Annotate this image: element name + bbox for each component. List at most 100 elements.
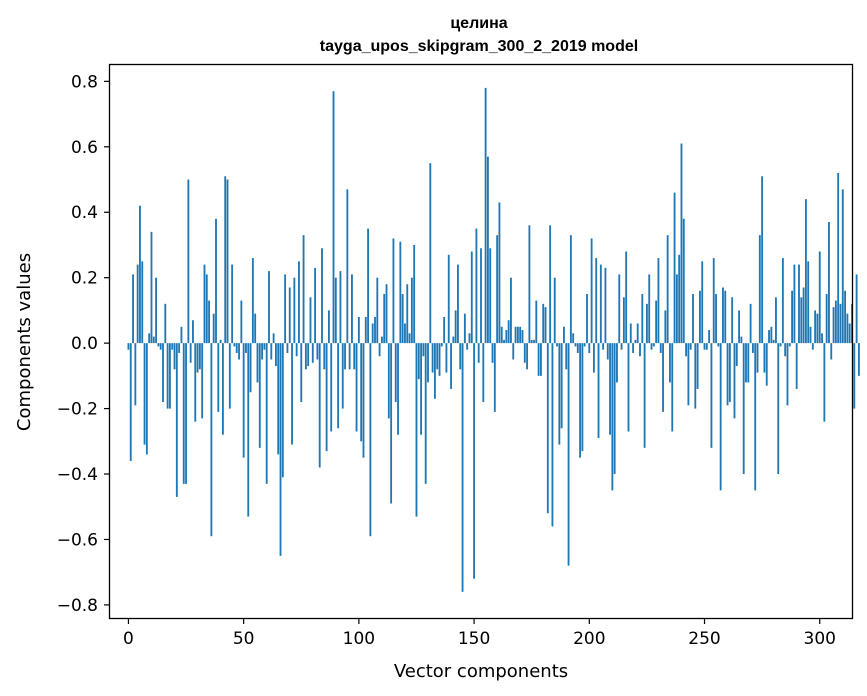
bar [804,199,807,344]
bar [636,323,639,344]
bar [180,326,183,344]
bar [747,343,750,383]
bar [473,343,476,579]
bar [662,343,664,412]
bar [740,336,743,344]
bar [816,313,819,344]
bar [781,258,784,344]
bar [208,300,211,344]
bar [219,339,222,344]
bar [436,343,439,370]
bar [210,343,213,537]
bar [330,343,333,432]
bar [682,218,685,344]
y-tick-label: −0.6 [57,530,98,550]
bar [855,274,858,344]
bar [383,294,386,344]
bar [731,297,734,344]
bar [595,258,598,344]
bar [378,343,381,357]
bar [537,343,540,376]
bar [431,343,434,373]
bar [374,316,376,344]
bar [687,343,690,406]
bar [286,343,289,353]
bar [800,297,803,344]
bar [664,310,667,344]
bar [581,343,584,452]
bar [650,343,653,350]
bar [516,326,519,344]
bar [602,343,605,350]
bar [348,343,351,370]
bar [392,238,395,344]
bar [332,91,335,344]
bar [454,310,457,344]
bar [445,343,448,373]
bar [726,343,729,406]
bar [314,267,317,344]
bar [268,271,270,344]
chart-title: целина [450,15,507,32]
bar [611,343,614,491]
bar [194,343,197,422]
bar [274,343,277,367]
y-tick-label: 0.6 [71,138,98,158]
bar [512,343,515,360]
bar [503,339,505,344]
bar [592,343,595,373]
bar [788,343,791,347]
bar [574,343,577,347]
bar [376,277,379,344]
bar [355,343,358,432]
bar [166,343,169,409]
x-axis-ticks: 0 50 100 150 200 250 300 [123,618,836,649]
bar [293,277,296,344]
x-tick-label: 250 [688,629,720,649]
bar [514,326,517,344]
chart-subtitle: tayga_upos_skipgram_300_2_2019 model [320,38,638,55]
bar [770,326,773,344]
bar [240,300,243,344]
bar [277,343,280,455]
bar [145,343,148,455]
bar [235,343,238,353]
bar [325,343,328,452]
bar [189,343,192,363]
bar [609,343,611,435]
bar [468,333,471,344]
bar [489,248,492,344]
bar [715,294,717,344]
bar [367,228,370,344]
bar [491,343,494,363]
bar [634,339,637,344]
bar [507,320,510,344]
bar [224,176,227,344]
bar [618,274,621,344]
bar [162,343,164,403]
bar [583,343,586,347]
y-axis-label: Components values [14,253,35,431]
bar [777,343,780,475]
bar [390,343,393,504]
bar [673,192,676,344]
bar [616,343,618,383]
bar [404,323,406,344]
bar [231,264,234,344]
bar [351,274,353,344]
bar [825,294,828,344]
bar [500,326,503,344]
bar [586,294,588,344]
bar [470,251,473,344]
bar [134,343,137,406]
bar [751,343,754,353]
bar [486,156,489,344]
bar [685,343,688,357]
bar [848,323,851,344]
bar [606,343,609,360]
bar [708,330,711,344]
bar [413,244,416,344]
bar [226,179,229,344]
bar [132,274,134,344]
bar [841,189,844,344]
